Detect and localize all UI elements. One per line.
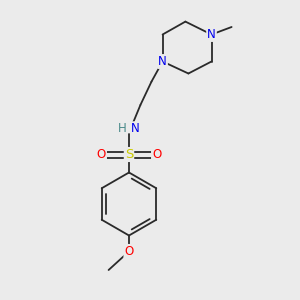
Text: O: O [152,148,161,161]
Text: N: N [158,55,167,68]
Text: N: N [207,28,216,41]
Text: O: O [124,245,134,258]
Text: O: O [97,148,106,161]
Text: H: H [118,122,127,135]
Text: S: S [125,148,133,161]
Text: N: N [131,122,140,135]
